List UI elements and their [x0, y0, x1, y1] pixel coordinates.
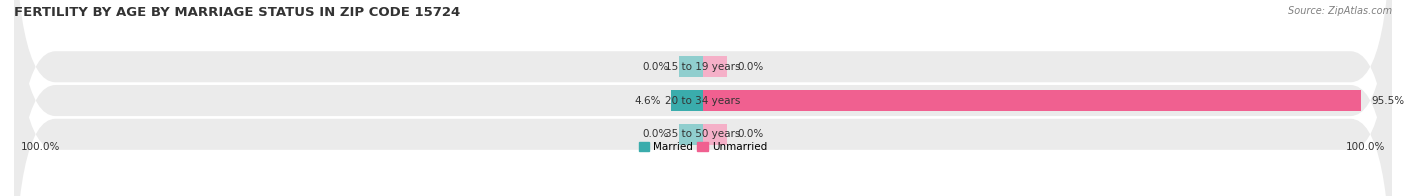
FancyBboxPatch shape	[14, 0, 1392, 196]
Text: 100.0%: 100.0%	[21, 142, 60, 152]
Bar	[703, 56, 727, 77]
Legend: Married, Unmarried: Married, Unmarried	[634, 138, 772, 156]
Text: 15 to 19 years: 15 to 19 years	[665, 62, 741, 72]
Bar	[671, 90, 703, 111]
Text: 4.6%: 4.6%	[634, 95, 661, 105]
Bar	[703, 90, 1361, 111]
Bar	[679, 56, 703, 77]
Text: FERTILITY BY AGE BY MARRIAGE STATUS IN ZIP CODE 15724: FERTILITY BY AGE BY MARRIAGE STATUS IN Z…	[14, 6, 460, 19]
Bar	[703, 124, 727, 145]
Text: 35 to 50 years: 35 to 50 years	[665, 129, 741, 139]
FancyBboxPatch shape	[14, 0, 1392, 196]
FancyBboxPatch shape	[14, 0, 1392, 196]
Text: 0.0%: 0.0%	[643, 129, 669, 139]
Text: 0.0%: 0.0%	[643, 62, 669, 72]
Text: 20 to 34 years: 20 to 34 years	[665, 95, 741, 105]
Text: 0.0%: 0.0%	[738, 62, 763, 72]
Bar	[679, 124, 703, 145]
Text: Source: ZipAtlas.com: Source: ZipAtlas.com	[1288, 6, 1392, 16]
Text: 0.0%: 0.0%	[738, 129, 763, 139]
Text: 100.0%: 100.0%	[1346, 142, 1385, 152]
Text: 95.5%: 95.5%	[1371, 95, 1405, 105]
